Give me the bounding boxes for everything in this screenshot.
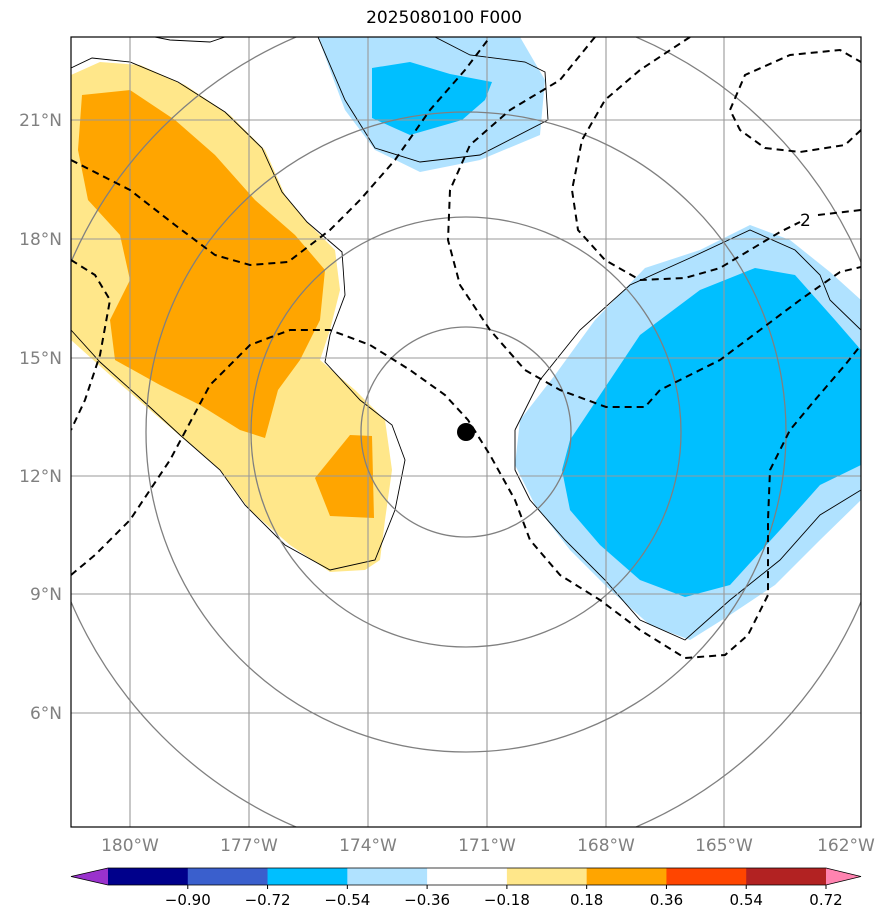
lon-label-180: 180°W (101, 836, 159, 856)
dashed-contours (71, 37, 861, 660)
map-title: 2025080100 F000 (366, 8, 522, 28)
colorbar-segment (347, 868, 428, 885)
colorbar-tick-label: −0.36 (404, 891, 450, 909)
colorbar-outline (70, 867, 862, 886)
colorbar-segment (108, 868, 189, 885)
graticule (71, 37, 861, 827)
lon-label-177: 177°W (220, 836, 278, 856)
colorbar-tick-label: −0.72 (245, 891, 291, 909)
map-frame (70, 36, 862, 828)
colorbar-extend-high (826, 868, 861, 885)
colorbar-segment (666, 868, 747, 885)
colorbar-tick-label: −0.18 (484, 891, 530, 909)
colorbar-tick-label: 0.18 (570, 891, 603, 909)
positive-anomaly-core-west (78, 90, 325, 438)
negative-anomaly-core-east (562, 268, 861, 597)
lon-label-162: 162°W (817, 836, 875, 856)
lat-tick-labels: 21°N 18°N 15°N 12°N 9°N 6°N (19, 111, 62, 724)
lat-label-15: 15°N (19, 349, 62, 369)
colorbar-tick-label: −0.54 (324, 891, 370, 909)
lon-tick-labels: 180°W 177°W 174°W 171°W 168°W 165°W 162°… (101, 836, 875, 856)
lat-label-18: 18°N (19, 230, 62, 250)
colorbar: −0.90 −0.72 −0.54 −0.36 −0.18 0.18 0.36 0.54 0.7… (70, 867, 862, 909)
lat-label-9: 9°N (30, 585, 62, 605)
lon-label-165: 165°W (695, 836, 753, 856)
colorbar-segment (586, 868, 667, 885)
lon-label-171: 171°W (458, 836, 516, 856)
colorbar-segment (746, 868, 827, 885)
range-rings (71, 37, 861, 827)
contour-label: 2 (800, 211, 811, 231)
lat-label-6: 6°N (30, 704, 62, 724)
negative-anomaly-core-north (372, 62, 492, 135)
lon-label-168: 168°W (577, 836, 635, 856)
colorbar-tick-label: 0.54 (730, 891, 763, 909)
colorbar-segment (187, 868, 269, 885)
colorbar-tick-label: −0.90 (165, 891, 211, 909)
colorbar-tick-label: 0.36 (650, 891, 683, 909)
colorbar-extend-low (71, 868, 108, 885)
colorbar-segment (506, 868, 588, 885)
colorbar-tick-label: 0.72 (809, 891, 842, 909)
lat-label-21: 21°N (19, 111, 62, 131)
colorbar-segment (267, 868, 348, 885)
lat-label-12: 12°N (19, 467, 62, 487)
anomaly-outlines (71, 37, 861, 641)
colorbar-segment (427, 868, 508, 885)
lon-label-174: 174°W (339, 836, 397, 856)
cyclone-center-marker (457, 423, 475, 441)
